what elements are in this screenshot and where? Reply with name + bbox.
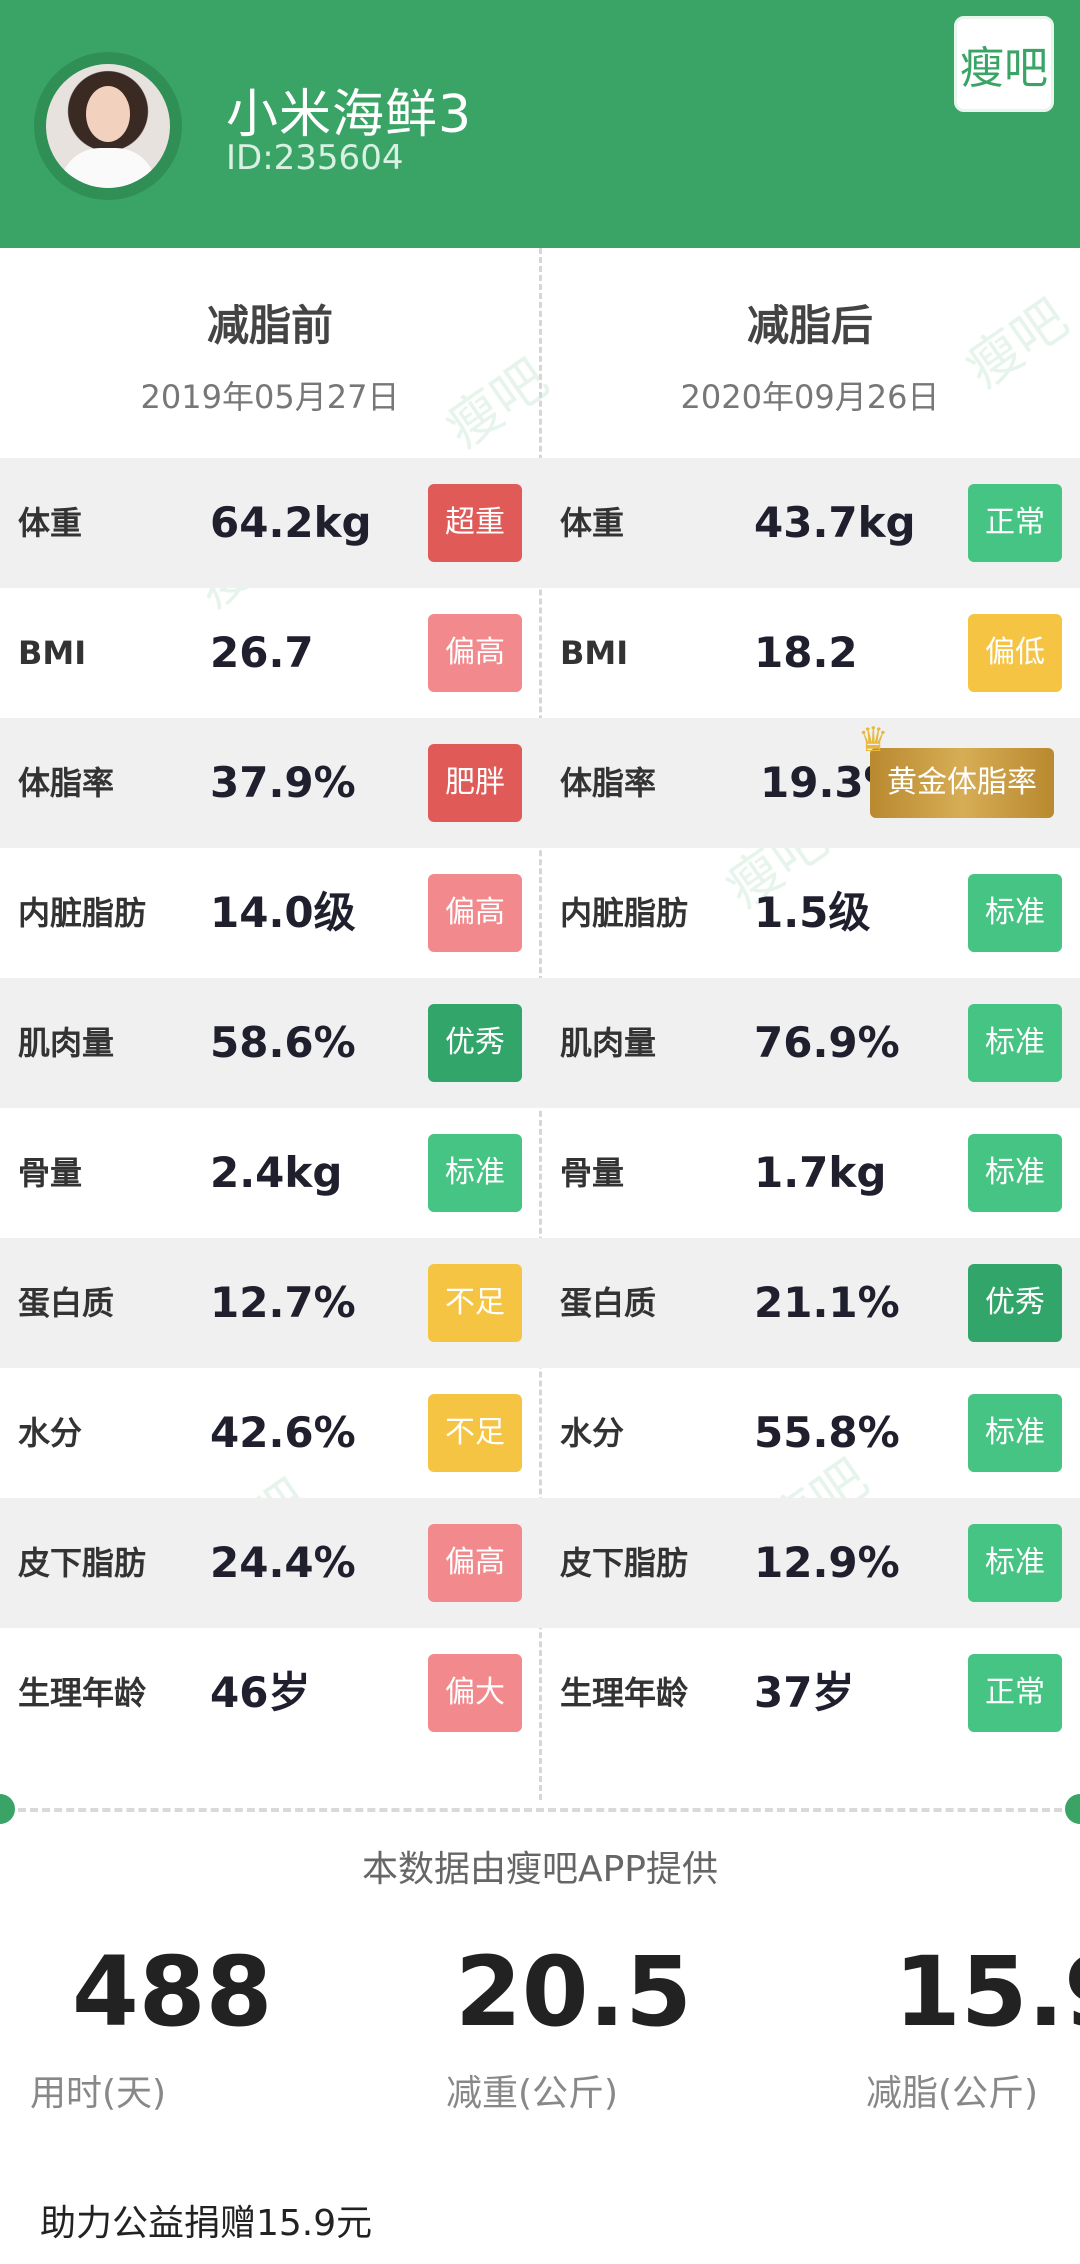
before-status-badge: 标准 xyxy=(428,1134,522,1212)
avatar-body xyxy=(60,148,156,188)
table-row: 水分 42.6% 不足 水分 55.8% 标准 xyxy=(0,1368,1080,1498)
table-row: BMI 26.7 偏高 BMI 18.2 偏低 xyxy=(0,588,1080,718)
table-row: 肌肉量 58.6% 优秀 肌肉量 76.9% 标准 xyxy=(0,978,1080,1108)
before-metric-value: 2.4kg xyxy=(210,1148,343,1197)
before-metric-label: 骨量 xyxy=(18,1154,83,1192)
after-metric-label: 生理年龄 xyxy=(560,1674,689,1712)
user-name: 小米海鲜3 xyxy=(226,85,473,145)
before-metric-label: 水分 xyxy=(18,1414,83,1452)
after-metric-label: 蛋白质 xyxy=(560,1284,657,1322)
after-metric-value: 18.2 xyxy=(754,628,858,677)
after-metric-value: 1.5级 xyxy=(754,888,871,937)
after-status-badge: 偏低 xyxy=(968,614,1062,692)
after-metric-value: 37岁 xyxy=(754,1668,855,1717)
before-metric-value: 64.2kg xyxy=(210,498,372,547)
stat-days-value: 488 xyxy=(72,1936,273,2048)
before-status-badge: 偏高 xyxy=(428,1524,522,1602)
after-metric-value: 21.1% xyxy=(754,1278,900,1327)
after-metric-label: 体脂率 xyxy=(560,764,657,802)
after-metric-label: 骨量 xyxy=(560,1154,625,1192)
avatar-face xyxy=(86,86,130,142)
after-status-badge: 标准 xyxy=(968,1394,1062,1472)
before-status-badge: 优秀 xyxy=(428,1004,522,1082)
before-metric-label: 蛋白质 xyxy=(18,1284,115,1322)
table-row: 骨量 2.4kg 标准 骨量 1.7kg 标准 xyxy=(0,1108,1080,1238)
stat-weight-loss-value: 20.5 xyxy=(455,1936,692,2048)
after-metric-value: 1.7kg xyxy=(754,1148,887,1197)
before-status-badge: 偏大 xyxy=(428,1654,522,1732)
after-status-badge: 优秀 xyxy=(968,1264,1062,1342)
before-metric-value: 12.7% xyxy=(210,1278,356,1327)
app-logo: 瘦吧 xyxy=(954,16,1054,112)
after-metric-label: 皮下脂肪 xyxy=(560,1544,689,1582)
stat-days-label: 用时(天) xyxy=(30,2073,167,2114)
after-metric-label: 肌肉量 xyxy=(560,1024,657,1062)
before-metric-value: 58.6% xyxy=(210,1018,356,1067)
avatar[interactable] xyxy=(34,52,182,200)
after-status-badge: 正常 xyxy=(968,484,1062,562)
after-status-badge: 黄金体脂率 xyxy=(870,748,1054,818)
metrics-table: 体重 64.2kg 超重 体重 43.7kg 正常 BMI 26.7 偏高 BMI 18.2 偏低 体脂… xyxy=(0,458,1080,1758)
after-metric-value: 55.8% xyxy=(754,1408,900,1457)
user-id: ID:235604 xyxy=(226,138,404,178)
before-metric-label: 体脂率 xyxy=(18,764,115,802)
before-date: 2019年05月27日 xyxy=(140,378,400,416)
after-metric-label: 水分 xyxy=(560,1414,625,1452)
after-title: 减脂后 xyxy=(746,301,873,350)
before-status-badge: 不足 xyxy=(428,1264,522,1342)
before-status-badge: 不足 xyxy=(428,1394,522,1472)
before-status-badge: 偏高 xyxy=(428,874,522,952)
before-metric-label: 肌肉量 xyxy=(18,1024,115,1062)
before-metric-value: 46岁 xyxy=(210,1668,311,1717)
after-date: 2020年09月26日 xyxy=(680,378,940,416)
after-status-badge: 标准 xyxy=(968,1004,1062,1082)
before-metric-label: 体重 xyxy=(18,504,83,542)
stat-weight-loss-label: 减重(公斤) xyxy=(446,2073,619,2114)
table-row: 体脂率 37.9% 肥胖 体脂率 19.3% 黄金体脂率 ♛ xyxy=(0,718,1080,848)
after-metric-label: 体重 xyxy=(560,504,625,542)
before-title: 减脂前 xyxy=(206,301,333,350)
after-status-badge: 标准 xyxy=(968,1134,1062,1212)
after-metric-value: 43.7kg xyxy=(754,498,916,547)
table-row: 体重 64.2kg 超重 体重 43.7kg 正常 xyxy=(0,458,1080,588)
data-provider-note: 本数据由瘦吧APP提供 xyxy=(361,1849,719,1890)
horizontal-separator xyxy=(18,1808,1062,1812)
before-metric-value: 37.9% xyxy=(210,758,356,807)
after-metric-value: 76.9% xyxy=(754,1018,900,1067)
after-metric-label: BMI xyxy=(560,634,629,672)
before-status-badge: 超重 xyxy=(428,484,522,562)
separator-dot-right xyxy=(1065,1794,1080,1824)
crown-icon: ♛ xyxy=(858,720,889,760)
before-metric-label: 内脏脂肪 xyxy=(18,894,147,932)
table-row: 蛋白质 12.7% 不足 蛋白质 21.1% 优秀 xyxy=(0,1238,1080,1368)
before-metric-label: BMI xyxy=(18,634,87,672)
after-metric-label: 内脏脂肪 xyxy=(560,894,689,932)
before-metric-value: 24.4% xyxy=(210,1538,356,1587)
after-status-badge: 标准 xyxy=(968,1524,1062,1602)
table-row: 皮下脂肪 24.4% 偏高 皮下脂肪 12.9% 标准 xyxy=(0,1498,1080,1628)
stat-fat-loss-value: 15.9 xyxy=(894,1936,1080,2048)
before-status-badge: 偏高 xyxy=(428,614,522,692)
table-row: 生理年龄 46岁 偏大 生理年龄 37岁 正常 xyxy=(0,1628,1080,1758)
before-status-badge: 肥胖 xyxy=(428,744,522,822)
avatar-image xyxy=(46,64,170,188)
table-row: 内脏脂肪 14.0级 偏高 内脏脂肪 1.5级 标准 xyxy=(0,848,1080,978)
before-metric-value: 14.0级 xyxy=(210,888,356,937)
before-metric-value: 26.7 xyxy=(210,628,314,677)
before-metric-label: 皮下脂肪 xyxy=(18,1544,147,1582)
before-metric-label: 生理年龄 xyxy=(18,1674,147,1712)
donation-note: 助力公益捐赠15.9元 xyxy=(40,2203,373,2244)
separator-dot-left xyxy=(0,1794,15,1824)
after-status-badge: 标准 xyxy=(968,874,1062,952)
profile-header: 小米海鲜3 ID:235604 瘦吧 xyxy=(0,0,1080,248)
before-metric-value: 42.6% xyxy=(210,1408,356,1457)
stat-fat-loss-label: 减脂(公斤) xyxy=(866,2073,1039,2114)
after-status-badge: 正常 xyxy=(968,1654,1062,1732)
after-metric-value: 12.9% xyxy=(754,1538,900,1587)
